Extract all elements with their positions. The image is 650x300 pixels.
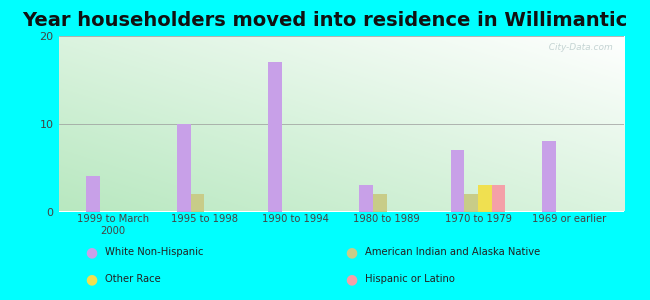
Bar (359, 185, 373, 212)
Bar (190, 194, 205, 212)
Bar (86, 176, 99, 211)
Text: ●: ● (85, 245, 97, 259)
Bar (177, 124, 190, 212)
Bar (478, 185, 492, 212)
Text: City-Data.com: City-Data.com (543, 43, 613, 52)
Text: ●: ● (85, 272, 97, 286)
Bar (464, 194, 478, 212)
Text: Year householders moved into residence in Willimantic: Year householders moved into residence i… (22, 11, 628, 29)
Text: Other Race: Other Race (105, 274, 161, 284)
Bar (268, 62, 282, 212)
Text: ●: ● (345, 245, 357, 259)
Bar (492, 185, 506, 212)
Bar (450, 150, 464, 212)
Bar (542, 141, 556, 211)
Text: White Non-Hispanic: White Non-Hispanic (105, 247, 204, 257)
Text: American Indian and Alaska Native: American Indian and Alaska Native (365, 247, 541, 257)
Bar (373, 194, 387, 212)
Text: Hispanic or Latino: Hispanic or Latino (365, 274, 455, 284)
Text: ●: ● (345, 272, 357, 286)
